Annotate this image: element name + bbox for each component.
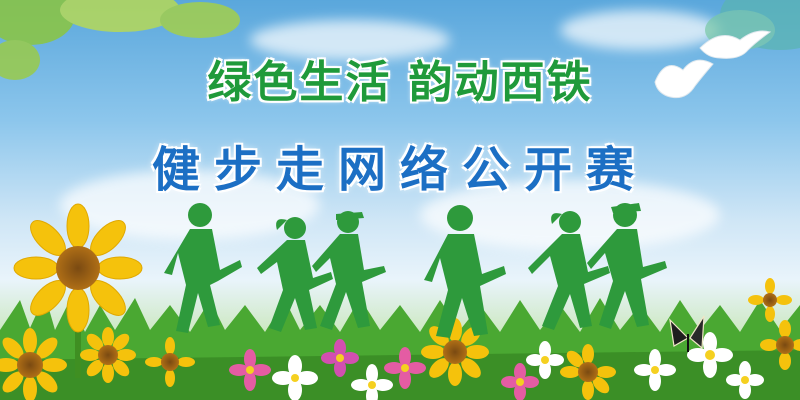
walker-silhouette-icon [164,203,242,333]
flower-icon [351,364,393,400]
flower-icon [321,339,359,377]
sunflower-icon [145,337,195,387]
sunflower-icon [13,203,143,378]
cloud [250,20,450,60]
flower-icon [501,363,539,400]
flower-icon [229,349,271,391]
walker-silhouette-icon [257,217,333,332]
sunflower-icon [0,328,67,400]
sunflower-icon [560,344,616,400]
walker-silhouette-icon [312,211,386,330]
dove-icon [699,30,772,59]
cloud [560,10,720,50]
flower-icon [634,349,676,391]
walker-silhouette-icon [528,211,610,330]
dove-icon [654,59,714,99]
banner-title-line2: 健步走网络公开赛 [151,142,648,198]
flower-icon [272,355,318,400]
flower-icon [526,341,564,379]
sunflower-icon [760,320,800,370]
flower-icon [384,347,426,389]
walker-silhouette-icon [587,203,667,329]
flower-icon [726,361,764,399]
flower-icon [687,332,733,378]
butterfly-icon [669,315,705,352]
sunflower-icon [80,327,136,383]
sunflower-icon [748,278,792,322]
walker-silhouette-icon [424,205,506,338]
banner-title-line1: 绿色生活 韵动西铁 [207,57,593,108]
